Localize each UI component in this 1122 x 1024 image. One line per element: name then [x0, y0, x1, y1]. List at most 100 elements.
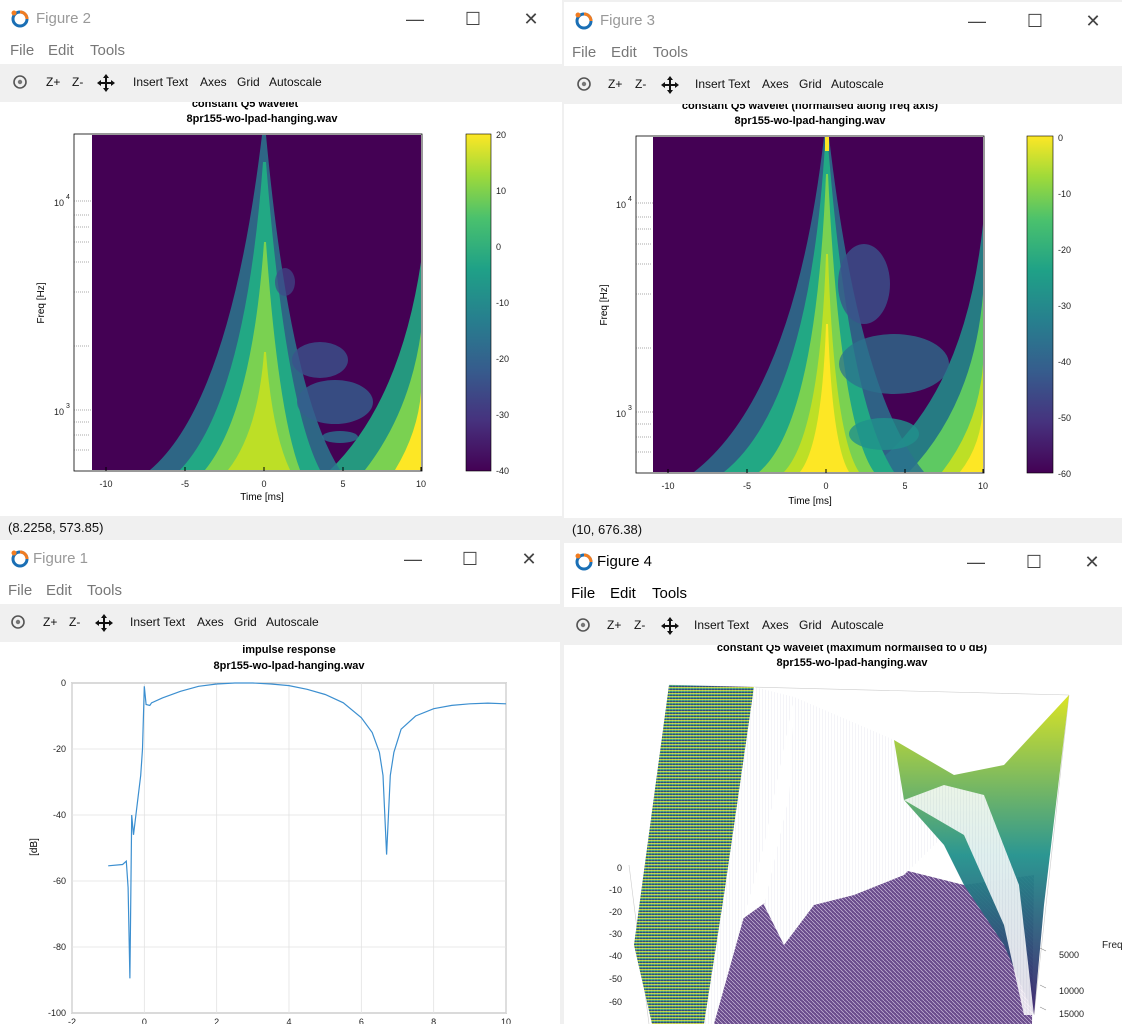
plot-title: constant Q5 wavelet — [192, 102, 299, 110]
minimize-button[interactable]: — — [967, 552, 985, 572]
pan-icon[interactable] — [660, 616, 680, 636]
zoom-in-button[interactable]: Z+ — [607, 618, 622, 632]
autoscale-button[interactable]: Autoscale — [831, 618, 884, 632]
y-axis-label: Freq [Hz] — [36, 282, 47, 323]
surface-floor — [644, 865, 1034, 1024]
y-tick-label: -20 — [53, 744, 66, 754]
title-bar[interactable]: Figure 4 — ☐ ✕ — [564, 543, 1122, 581]
axes-button[interactable]: Axes — [762, 618, 789, 632]
figure-canvas[interactable]: constant Q5 wavelet (maximum normalised … — [564, 642, 1122, 1024]
menu-edit[interactable]: Edit — [48, 42, 74, 59]
menu-file[interactable]: File — [10, 42, 35, 59]
menu-edit[interactable]: Edit — [611, 44, 637, 61]
insert-text-button[interactable]: Insert Text — [130, 615, 186, 629]
maximize-button[interactable]: ☐ — [464, 9, 482, 29]
zoom-out-button[interactable]: Z- — [69, 615, 81, 629]
y-tick-label: -80 — [53, 942, 66, 952]
colorbar-tick: -10 — [496, 298, 509, 308]
minimize-button[interactable]: — — [968, 11, 986, 31]
z-tick-label: -60 — [609, 997, 622, 1007]
figure-toolbar: Z+ Z- Insert Text Axes Grid Autoscale — [0, 604, 560, 643]
menu-edit[interactable]: Edit — [46, 582, 72, 599]
menu-tools[interactable]: Tools — [90, 42, 126, 59]
grid-button[interactable]: Grid — [799, 618, 822, 632]
menu-bar: File Edit Tools — [0, 578, 560, 604]
rotate-icon[interactable] — [10, 614, 26, 630]
x-tick-label: 4 — [286, 1017, 291, 1024]
y-tick-label: -100 — [48, 1008, 66, 1018]
minimize-button[interactable]: — — [406, 9, 424, 29]
axes-button[interactable]: Axes — [762, 77, 789, 91]
x-axis-label: Time [ms] — [240, 492, 284, 503]
maximize-button[interactable]: ☐ — [461, 549, 479, 569]
y-tick-label: 10 — [54, 407, 64, 417]
maximize-button[interactable]: ☐ — [1025, 552, 1043, 572]
axes-button[interactable]: Axes — [200, 75, 227, 89]
octave-logo-icon — [11, 10, 29, 28]
title-bar[interactable]: Figure 3 — ☐ ✕ — [564, 2, 1122, 40]
pan-icon[interactable] — [96, 73, 116, 93]
figure-2-window: Figure 2 — ☐ ✕ File Edit Tools Z+ Z- Ins… — [0, 0, 562, 540]
menu-file[interactable]: File — [572, 44, 597, 61]
window-title: Figure 1 — [33, 550, 89, 567]
insert-text-button[interactable]: Insert Text — [694, 618, 750, 632]
figure-toolbar: Z+ Z- Insert Text Axes Grid Autoscale — [564, 607, 1122, 646]
figure-canvas[interactable]: impulse response 8pr155-wo-lpad-hanging.… — [0, 642, 560, 1024]
y-tick-label: 0 — [61, 678, 66, 688]
zoom-out-button[interactable]: Z- — [72, 75, 84, 89]
zoom-in-button[interactable]: Z+ — [46, 75, 61, 89]
menu-tools[interactable]: Tools — [87, 582, 123, 599]
figure-canvas[interactable]: constant Q5 wavelet 8pr155-wo-lpad-hangi… — [0, 98, 562, 516]
autoscale-button[interactable]: Autoscale — [831, 77, 884, 91]
insert-text-button[interactable]: Insert Text — [695, 77, 751, 91]
x-tick-label: -2 — [68, 1017, 76, 1024]
menu-tools[interactable]: Tools — [653, 44, 689, 61]
colorbar — [465, 133, 492, 472]
close-button[interactable]: ✕ — [521, 549, 537, 569]
zoom-in-button[interactable]: Z+ — [608, 77, 623, 91]
menu-edit[interactable]: Edit — [610, 585, 636, 602]
y-tick-exponent: 3 — [66, 403, 70, 410]
zoom-out-button[interactable]: Z- — [634, 618, 646, 632]
grid-button[interactable]: Grid — [799, 77, 822, 91]
menu-file[interactable]: File — [571, 585, 596, 602]
minimize-button[interactable]: — — [404, 549, 422, 569]
impulse-response-line — [108, 682, 507, 979]
menu-tools[interactable]: Tools — [652, 585, 688, 602]
zoom-in-button[interactable]: Z+ — [43, 615, 58, 629]
figure-canvas[interactable]: constant Q5 wavelet (normalised along fr… — [564, 100, 1122, 518]
title-bar[interactable]: Figure 1 — ☐ ✕ — [0, 540, 560, 578]
axes-button[interactable]: Axes — [197, 615, 224, 629]
autoscale-button[interactable]: Autoscale — [266, 615, 319, 629]
y-tick-label: 10 — [616, 200, 626, 210]
rotate-icon[interactable] — [575, 617, 591, 633]
x-tick-label: -10 — [661, 481, 674, 491]
spectrogram-plot: constant Q5 wavelet 8pr155-wo-lpad-hangi… — [36, 98, 509, 503]
rotate-icon[interactable] — [12, 74, 28, 90]
grid-button[interactable]: Grid — [234, 615, 257, 629]
pan-icon[interactable] — [660, 75, 680, 95]
x-tick-label: 5 — [340, 479, 345, 489]
menu-bar: File Edit Tools — [0, 38, 562, 64]
insert-text-button[interactable]: Insert Text — [133, 75, 189, 89]
z-tick-label: -30 — [609, 929, 622, 939]
title-bar[interactable]: Figure 2 — ☐ ✕ — [0, 0, 562, 38]
pan-icon[interactable] — [94, 613, 114, 633]
colorbar-tick: 20 — [496, 130, 506, 140]
octave-logo-icon — [11, 550, 29, 568]
close-button[interactable]: ✕ — [523, 9, 539, 29]
close-button[interactable]: ✕ — [1085, 11, 1101, 31]
grid-button[interactable]: Grid — [237, 75, 260, 89]
freq-tick-label: 15000 — [1059, 1009, 1084, 1019]
close-button[interactable]: ✕ — [1084, 552, 1100, 572]
y-axis-label: [dB] — [29, 838, 40, 856]
menu-bar: File Edit Tools — [564, 581, 1122, 607]
maximize-button[interactable]: ☐ — [1026, 11, 1044, 31]
rotate-icon[interactable] — [576, 76, 592, 92]
menu-file[interactable]: File — [8, 582, 33, 599]
plot-title: constant Q5 wavelet (maximum normalised … — [717, 645, 988, 654]
zoom-out-button[interactable]: Z- — [635, 77, 647, 91]
freq-tick-label: 10000 — [1059, 986, 1084, 996]
autoscale-button[interactable]: Autoscale — [269, 75, 322, 89]
grid — [71, 682, 507, 1014]
